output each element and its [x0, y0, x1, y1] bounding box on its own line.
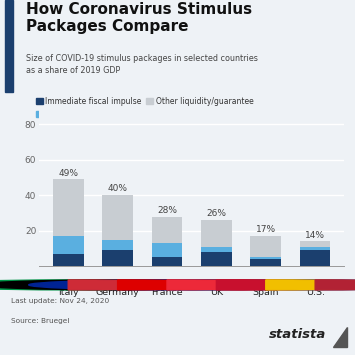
- Text: Last update: Nov 24, 2020: Last update: Nov 24, 2020: [11, 298, 109, 304]
- Text: 14%: 14%: [305, 231, 325, 240]
- Bar: [300, 247, 331, 250]
- Wedge shape: [266, 280, 355, 290]
- Bar: [5, 0, 13, 92]
- Bar: [152, 217, 182, 243]
- Legend: Immediate fiscal impulse, Deferrals, Other liquidity/guarantee: Immediate fiscal impulse, Deferrals, Oth…: [33, 94, 257, 122]
- Circle shape: [177, 280, 355, 290]
- Bar: [102, 250, 133, 266]
- Bar: [152, 257, 182, 266]
- Wedge shape: [217, 280, 355, 290]
- Polygon shape: [333, 327, 347, 346]
- Wedge shape: [118, 280, 256, 290]
- Bar: [201, 220, 232, 247]
- Bar: [53, 236, 83, 254]
- Text: 49%: 49%: [58, 169, 78, 178]
- Text: Source: Bruegel: Source: Bruegel: [11, 318, 69, 324]
- Bar: [251, 236, 281, 257]
- Text: statista: statista: [269, 328, 327, 342]
- Text: Size of COVID-19 stimulus packages in selected countries
as a share of 2019 GDP: Size of COVID-19 stimulus packages in se…: [26, 54, 257, 75]
- Bar: [300, 241, 331, 247]
- Bar: [53, 179, 83, 236]
- Bar: [53, 254, 83, 266]
- Bar: [102, 240, 133, 250]
- Circle shape: [0, 280, 207, 290]
- Text: 17%: 17%: [256, 225, 276, 234]
- Text: 40%: 40%: [108, 185, 127, 193]
- Text: 26%: 26%: [206, 209, 226, 218]
- Wedge shape: [68, 280, 207, 290]
- Bar: [152, 243, 182, 257]
- Bar: [102, 195, 133, 240]
- Circle shape: [0, 280, 256, 290]
- Text: How Coronavirus Stimulus
Packages Compare: How Coronavirus Stimulus Packages Compar…: [26, 2, 252, 34]
- Bar: [300, 250, 331, 266]
- Text: 28%: 28%: [157, 206, 177, 215]
- Bar: [201, 252, 232, 266]
- Circle shape: [78, 280, 355, 290]
- Wedge shape: [315, 280, 355, 290]
- Wedge shape: [167, 280, 305, 290]
- Circle shape: [127, 280, 355, 290]
- Bar: [251, 257, 281, 259]
- Circle shape: [29, 280, 305, 290]
- Bar: [201, 247, 232, 252]
- Bar: [251, 259, 281, 266]
